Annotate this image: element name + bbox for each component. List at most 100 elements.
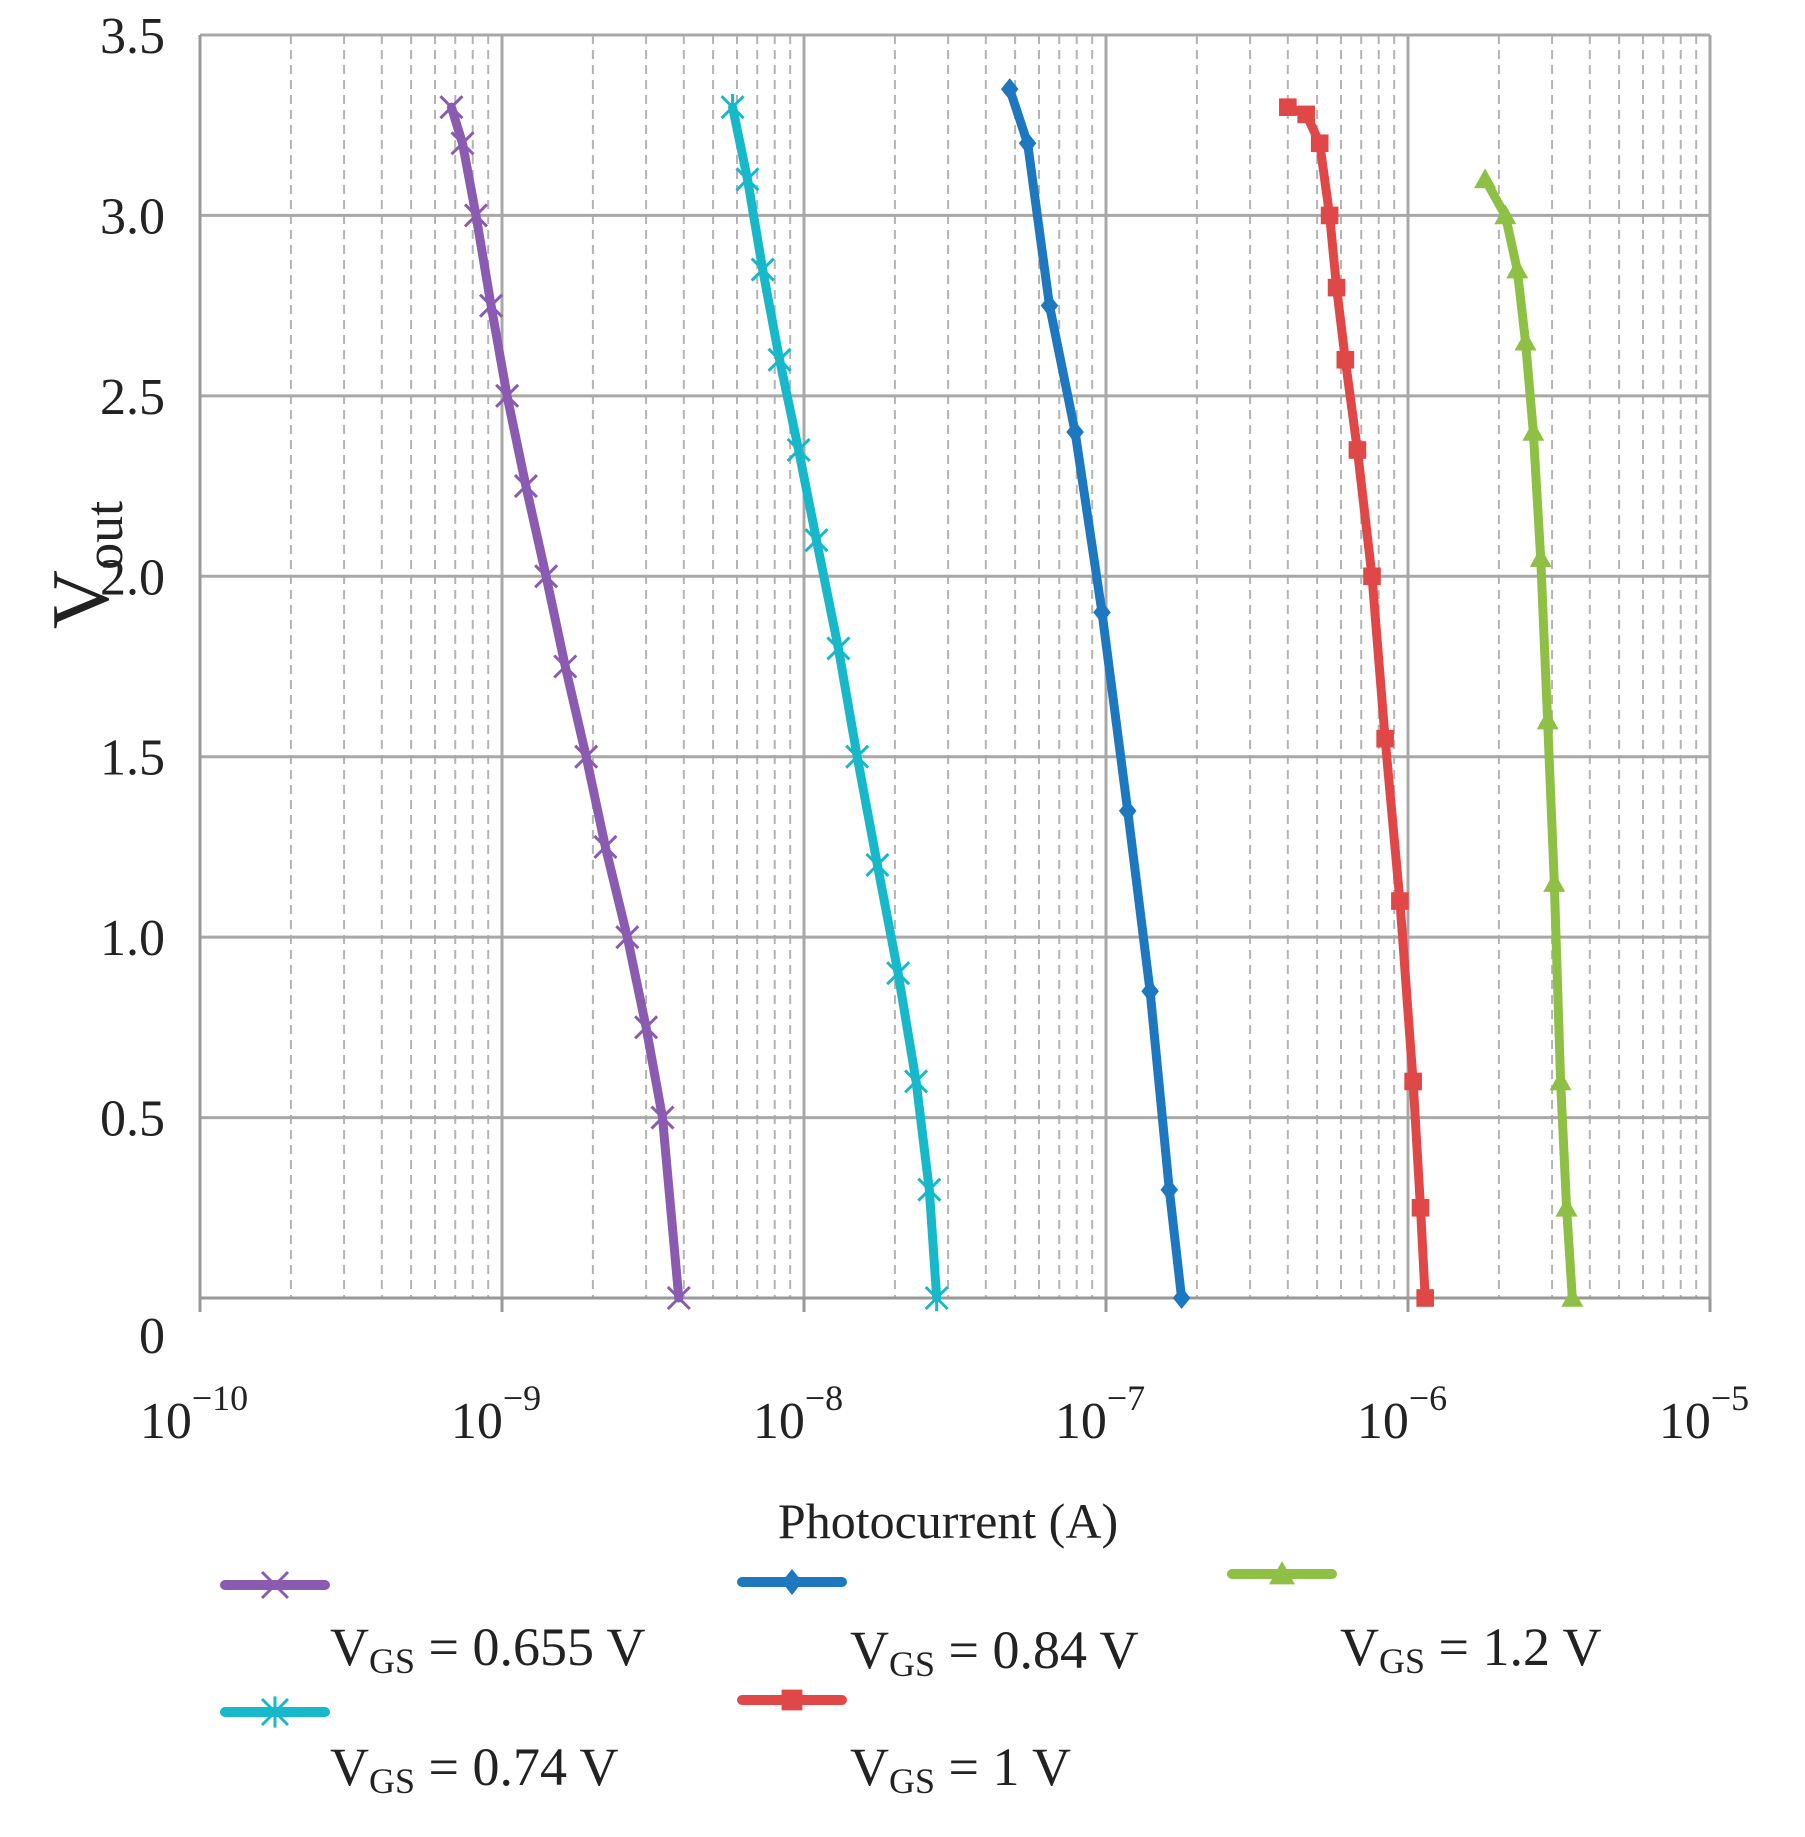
data-point: [439, 95, 464, 120]
legend-label: VGS = 1.2 V: [1340, 1617, 1602, 1681]
y-tick-label: 3.5: [100, 8, 165, 65]
data-point: [593, 834, 618, 859]
legend-item-2: VGS = 0.84 V: [737, 1569, 1139, 1684]
data-point: [513, 474, 538, 499]
data-point: [1529, 547, 1552, 568]
data-point: [1494, 204, 1517, 225]
data-point: [1000, 78, 1019, 101]
data-point: [1506, 258, 1529, 279]
y-tick-label: 3.0: [100, 188, 165, 245]
y-axis-title-main: V: [35, 570, 126, 629]
legend-swatch-marker: [260, 1570, 290, 1600]
tick-labels: 0 0.5 1.0 1.5 2.0 2.5 3.0 3.5 10−10 10−9 10−8 10−7 1…: [100, 8, 1749, 1450]
legend-label: VGS = 1 V: [850, 1737, 1071, 1801]
data-point: [1543, 872, 1566, 892]
data-point: [1376, 729, 1394, 748]
data-point: [1561, 1287, 1584, 1307]
data-point: [1348, 441, 1367, 459]
series-0: [439, 95, 691, 1311]
x-tick-label: 10−6: [1357, 1378, 1447, 1450]
data-point: [1040, 294, 1059, 317]
legend-item-3: VGS = 1 V: [737, 1689, 1071, 1801]
x-tick-label: 10−9: [451, 1378, 541, 1450]
data-point: [615, 925, 640, 950]
data-point: [1536, 709, 1559, 730]
y-tick-label: 2.5: [100, 369, 165, 426]
legend-label: VGS = 0.655 V: [330, 1617, 646, 1681]
legend-swatch-marker: [781, 1569, 803, 1595]
data-point: [553, 654, 578, 679]
data-point: [767, 346, 792, 373]
x-tick-label: 10−8: [753, 1378, 843, 1450]
series-layer: [439, 78, 1584, 1312]
series-1: [720, 93, 949, 1312]
axis-layer: [198, 35, 1712, 1312]
series-3: [1279, 98, 1434, 1307]
data-point: [735, 166, 760, 193]
x-tick-label: 10−5: [1659, 1378, 1749, 1450]
series-4: [1474, 168, 1584, 1307]
data-point: [463, 203, 489, 228]
data-point: [904, 1068, 929, 1095]
data-point: [1279, 98, 1297, 116]
x-tick-label: 10−7: [1055, 1378, 1145, 1450]
data-point: [845, 743, 870, 770]
data-point: [826, 635, 851, 662]
data-point: [1310, 134, 1329, 153]
y-tick-label: 1.0: [100, 910, 165, 967]
data-point: [1172, 1287, 1191, 1309]
legend-swatch-marker: [781, 1689, 803, 1711]
data-point: [1336, 350, 1355, 369]
data-point: [1141, 980, 1159, 1003]
data-point: [865, 851, 890, 879]
y-axis-title: Vout: [35, 501, 134, 629]
y-tick-label: 0.5: [100, 1091, 165, 1148]
legend-item-1: VGS = 0.74 V: [220, 1696, 619, 1801]
y-tick-label: 1.5: [100, 730, 165, 787]
data-point: [886, 960, 911, 987]
data-point: [1327, 278, 1346, 297]
data-point: [750, 256, 775, 283]
data-point: [1320, 206, 1339, 225]
y-tick-label: 0: [139, 1308, 165, 1365]
x-axis-title: Photocurrent (A): [778, 1493, 1118, 1549]
data-point: [1363, 567, 1381, 586]
data-point: [720, 93, 745, 121]
y-tick-label: 2.0: [100, 549, 165, 606]
data-point: [1549, 1070, 1572, 1091]
data-point: [1411, 1198, 1430, 1217]
y-axis-title-sub: out: [74, 501, 134, 570]
legend-item-0: VGS = 0.655 V: [220, 1570, 646, 1681]
data-point: [666, 1285, 691, 1311]
data-point: [495, 383, 520, 408]
data-point: [1474, 168, 1497, 189]
data-point: [1391, 892, 1409, 910]
data-point: [1514, 330, 1537, 351]
legend-swatch-marker: [1269, 1561, 1295, 1585]
data-point: [1522, 420, 1545, 441]
data-point: [1018, 132, 1037, 155]
data-point: [1066, 420, 1084, 443]
svg-text:Vout: Vout: [35, 501, 134, 629]
data-point: [650, 1105, 675, 1130]
legend-label: VGS = 0.84 V: [850, 1620, 1139, 1684]
data-point: [574, 744, 599, 769]
data-point: [804, 527, 829, 554]
legend: VGS = 0.655 V VGS = 0.74 V VGS = 0.84 V VGS…: [220, 1561, 1602, 1801]
data-point: [917, 1176, 942, 1203]
data-point: [1297, 105, 1315, 124]
data-point: [1093, 601, 1111, 624]
legend-label: VGS = 0.74 V: [330, 1737, 619, 1801]
data-point: [634, 1015, 659, 1040]
data-point: [924, 1284, 949, 1312]
data-point: [1416, 1289, 1434, 1307]
series-2: [1000, 78, 1191, 1309]
data-point: [479, 293, 504, 318]
data-point: [1118, 799, 1137, 822]
data-point: [786, 436, 811, 464]
data-point: [1404, 1072, 1422, 1091]
data-point: [1160, 1178, 1179, 1201]
x-tick-label: 10−10: [140, 1378, 248, 1450]
